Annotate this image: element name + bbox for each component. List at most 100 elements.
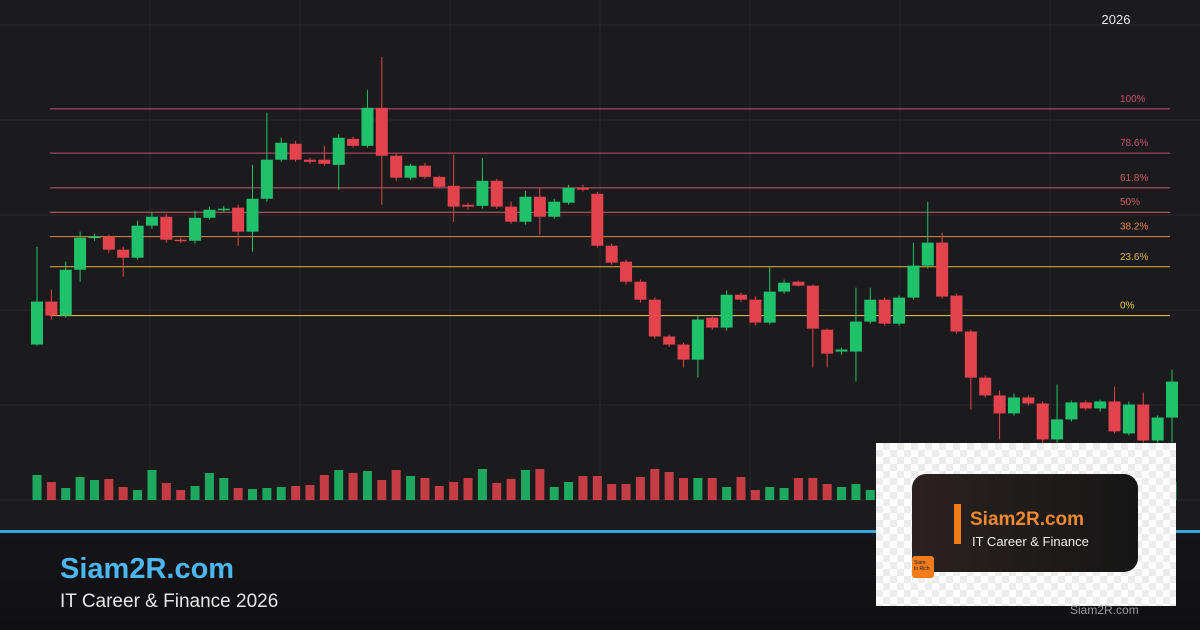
volume-bar [219,478,229,500]
candle-body [562,187,575,203]
candle-body [605,245,618,263]
volume-bar [793,478,803,500]
candle-body [217,208,230,211]
candle-body [174,239,187,242]
candle-body [1007,397,1020,414]
candle-body [821,329,834,354]
candle-body [778,282,791,292]
footer-subtitle: IT Career & Finance 2026 [60,591,279,612]
volume-bar [837,487,847,500]
candle-body [476,180,489,206]
volume-bar [707,478,717,500]
candle-body [404,165,417,178]
candle-body [648,299,661,337]
candle-body [950,295,963,332]
logo-overlay: Siam2R.com IT Career & Finance Siam to Ri… [876,443,1176,606]
icon-text: to Rich [914,566,930,572]
candle-body [203,209,216,218]
candle-body [907,265,920,298]
volume-bar [621,484,631,500]
candle-body [145,216,158,226]
logo-icon: Siam to Rich [912,556,934,578]
volume-bar [592,476,602,500]
candle-body [189,217,202,241]
candle-body [576,187,589,190]
candle-body [634,281,647,300]
candle-body [1122,404,1135,434]
candle-body [663,336,676,345]
fib-label: 50% [1120,197,1140,208]
chart: 2026 100% 78.6% 61.8% 50% 38.2% 23.6% 0% [0,0,1200,501]
candle-body [1022,397,1035,404]
volume-bar [248,489,258,500]
volume-bar [204,473,214,500]
logo-title: Siam2R.com [970,509,1085,530]
volume-bar [420,478,430,500]
candle-body [979,377,992,396]
candle-body [792,281,805,286]
candle-body [835,349,848,352]
candle-body [763,291,776,323]
logo-bar [954,504,961,544]
volume-bar [161,483,171,500]
fib-label: 100% [1120,94,1146,105]
volume-bar [176,490,186,500]
volume-bar [722,487,732,500]
candle-body [849,321,862,352]
candle-body [418,165,431,177]
volume-bar [75,477,85,500]
period-label: 2026 [1102,12,1131,27]
volume-bar [104,479,114,500]
volume-bar [262,488,272,500]
volume-bar [506,479,516,500]
candle-body [289,143,302,160]
volume-bar [147,470,157,500]
volume-bar [334,470,344,500]
grid [0,0,1200,501]
volume-bar [233,488,243,500]
volume-bar [291,486,301,500]
volume-bar [89,480,99,500]
candle-body [318,159,331,164]
candle-body [1079,402,1092,409]
candle-body [548,201,561,217]
volume-bar [865,490,875,500]
candle-body [806,285,819,329]
volume-bar [362,471,372,500]
fib-label: 23.6% [1120,252,1148,263]
volume-bar [779,488,789,500]
volume-bar [693,478,703,500]
volume-bar [492,483,502,500]
candle-body [375,107,388,156]
candle-body [347,138,360,146]
candle-body [706,317,719,328]
volume-bar [276,487,286,500]
candle-body [505,206,518,222]
candle-body [519,196,532,222]
volume-bar [650,469,660,500]
candle-body [160,216,173,240]
candle-body [31,301,43,345]
volume-bar [406,476,416,500]
candle-body [1151,417,1164,441]
volume-bar [463,478,473,500]
candle-body [260,159,273,199]
volume-bar [319,475,329,500]
candle-body [117,249,130,258]
fib-label: 61.8% [1120,173,1148,184]
candle-body [246,198,259,232]
candle-body [462,204,475,207]
volume-bar [449,482,459,500]
volume-bar [736,477,746,500]
volume-bar [32,475,42,500]
volume-bar [348,473,358,500]
candle-body [1065,402,1078,420]
volume-bar [679,478,689,500]
candle-body [533,196,546,217]
volume-bar [118,487,128,500]
volume-bar [765,487,775,500]
candle-body [1051,419,1064,440]
candle-body [447,185,460,207]
candle-body [620,261,633,282]
volume-bar [750,490,760,500]
